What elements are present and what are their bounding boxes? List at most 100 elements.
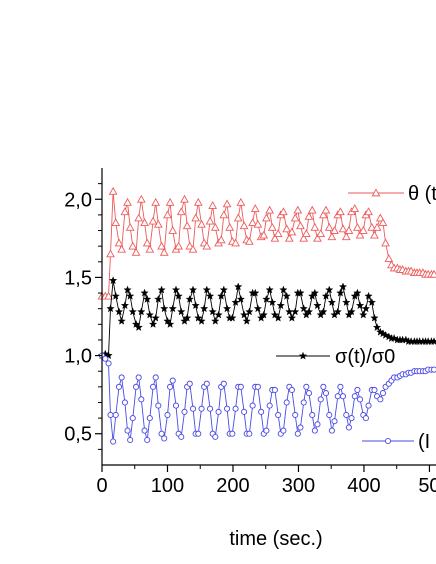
data-point-0-27 [174, 241, 183, 250]
data-point-0-58 [262, 213, 271, 222]
data-point-0-12 [131, 247, 141, 256]
data-point-1-44 [222, 304, 232, 313]
data-point-2-70 [297, 424, 304, 431]
data-point-2-90 [354, 386, 361, 394]
data-point-1-94 [364, 291, 373, 300]
data-point-2-72 [303, 383, 310, 390]
data-point-2-64 [280, 427, 287, 434]
data-point-0-60 [267, 222, 277, 231]
x-tick-label-5: 50 [418, 475, 436, 497]
data-point-2-4 [110, 438, 117, 445]
data-point-1-32 [188, 285, 198, 294]
data-point-1-75 [310, 288, 320, 297]
data-point-2-44 [224, 405, 231, 412]
data-point-1-73 [304, 307, 314, 316]
data-point-2-24 [167, 383, 174, 390]
data-point-1-42 [217, 291, 226, 300]
data-point-2-84 [337, 383, 344, 390]
legend-entry-0: θ (t [348, 183, 436, 205]
plot-series [97, 186, 436, 445]
data-point-1-20 [154, 294, 163, 303]
data-point-1-79 [321, 291, 331, 300]
data-point-1-117 [429, 337, 436, 346]
data-point-1-46 [228, 313, 237, 322]
data-point-1-8 [120, 301, 130, 310]
legend-entry-2: (I [362, 431, 430, 453]
data-point-1-91 [355, 301, 365, 310]
data-point-0-45 [225, 222, 235, 231]
data-point-0-28 [176, 207, 186, 216]
data-point-1-28 [177, 307, 186, 316]
data-point-2-22 [161, 435, 168, 442]
data-point-2-28 [178, 433, 185, 440]
axes: 0 100 200 300 400 50 0,5 1,0 1,5 2,0 [64, 168, 436, 497]
data-point-1-37 [202, 285, 211, 294]
data-point-1-83 [333, 307, 342, 316]
data-point-2-75 [311, 427, 318, 434]
data-point-0-82 [330, 225, 339, 234]
data-point-1-60 [268, 298, 277, 306]
data-point-0-32 [188, 244, 198, 253]
x-tick-label-1: 100 [151, 475, 184, 497]
data-point-1-43 [219, 285, 228, 294]
data-point-0-75 [310, 222, 320, 231]
data-point-1-30 [182, 313, 192, 322]
data-point-2-9 [124, 427, 131, 434]
data-point-1-39 [208, 307, 217, 316]
data-point-1-81 [327, 298, 337, 306]
data-point-1-12 [131, 319, 141, 328]
data-point-0-85 [338, 224, 348, 233]
data-point-0-22 [159, 247, 169, 256]
y-tick-label-1: 1,0 [64, 346, 92, 368]
data-point-1-25 [168, 304, 177, 313]
data-point-0-11 [128, 241, 138, 250]
data-point-0-97 [372, 222, 382, 231]
data-point-0-64 [279, 207, 288, 216]
data-point-1-27 [174, 291, 183, 300]
data-point-2-3 [107, 411, 114, 419]
data-point-0-2 [104, 291, 113, 300]
data-point-2-53 [249, 402, 256, 409]
data-point-1-34 [194, 313, 203, 322]
data-point-0-91 [355, 230, 365, 239]
data-point-0-65 [282, 224, 292, 233]
data-point-2-38 [207, 405, 214, 412]
data-point-0-101 [384, 254, 394, 262]
data-point-2-15 [141, 427, 148, 434]
data-point-2-80 [326, 411, 333, 419]
legend: θ (t σ(t)/σ0 (I [276, 183, 436, 453]
legend-marker-2 [384, 437, 392, 445]
data-point-2-52 [246, 430, 253, 437]
data-point-1-68 [291, 307, 300, 316]
data-point-1-62 [274, 313, 283, 322]
data-point-1-24 [165, 319, 175, 328]
data-point-1-11 [128, 307, 137, 316]
legend-marker-1 [298, 351, 308, 360]
data-point-0-89 [350, 204, 360, 212]
data-point-0-62 [273, 229, 283, 237]
x-tick-label-2: 200 [216, 475, 249, 497]
data-point-2-56 [258, 408, 265, 415]
data-point-2-47 [232, 405, 239, 412]
data-point-2-49 [237, 383, 244, 390]
data-point-1-97 [372, 323, 382, 331]
data-point-0-67 [287, 227, 297, 236]
data-point-2-6 [115, 383, 123, 390]
data-point-1-33 [191, 301, 200, 310]
data-point-2-21 [158, 430, 165, 437]
data-point-1-9 [123, 285, 132, 294]
data-point-1-13 [134, 323, 143, 331]
data-point-2-13 [135, 374, 142, 381]
data-point-1-70 [296, 288, 305, 297]
data-point-2-78 [320, 383, 327, 390]
data-point-2-68 [292, 411, 299, 419]
data-point-1-16 [143, 294, 152, 303]
data-point-2-14 [138, 396, 145, 403]
y-tick-label-3: 2,0 [64, 189, 92, 211]
data-point-1-88 [347, 307, 356, 316]
data-point-1-51 [242, 316, 251, 325]
data-point-0-25 [168, 225, 178, 234]
data-point-0-66 [284, 233, 294, 242]
data-point-1-52 [245, 307, 254, 316]
